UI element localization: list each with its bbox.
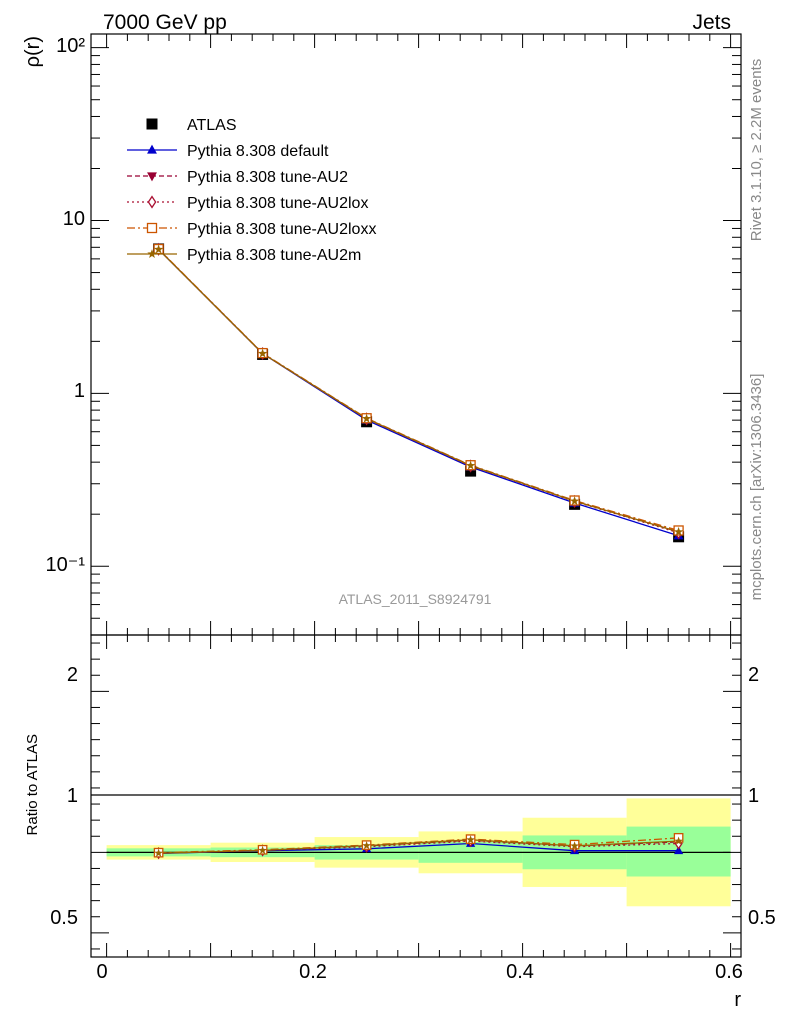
ratio-ylabel: Ratio to ATLAS <box>24 734 41 835</box>
ratio-line-au2m <box>158 839 679 854</box>
x-tick-label: 0.6 <box>715 961 743 983</box>
x-tick-label: 0.4 <box>506 961 534 983</box>
x-tick-labels: 0 0.2 0.4 0.6 <box>96 961 742 983</box>
right-title: Jets <box>692 11 731 34</box>
ratio-y-tick-label-right: 0.5 <box>748 907 776 929</box>
legend: ATLAS Pythia 8.308 default Pythia 8.308 … <box>127 117 376 264</box>
main-point-au2m <box>257 348 268 358</box>
ratio-panel-frame <box>90 634 742 958</box>
analysis-label: ATLAS_2011_S8924791 <box>339 591 492 607</box>
ratio-point-au2m <box>362 841 371 850</box>
ratio-y-tick-label-right: 1 <box>748 785 759 807</box>
main-point-au2m <box>673 526 684 536</box>
legend-label-atlas: ATLAS <box>187 117 237 134</box>
ratio-series-lines <box>158 837 679 855</box>
x-axis-title: r <box>734 989 741 1011</box>
main-line-au2 <box>158 248 679 533</box>
main-line-au2loxx <box>158 248 679 532</box>
x-tick-label: 0 <box>96 961 107 983</box>
main-series-lines <box>158 248 679 537</box>
main-point-au2m <box>465 460 476 470</box>
main-point-au2m <box>361 413 372 423</box>
ratio-y-ticks <box>91 642 741 950</box>
ratio-point-au2m <box>570 841 579 850</box>
main-line-au2lox <box>158 248 679 534</box>
ratio-point-au2m <box>466 835 475 844</box>
legend-label-au2m: Pythia 8.308 tune-AU2m <box>187 247 361 264</box>
main-y-tick-label: 10 <box>63 208 85 230</box>
legend-label-au2lox: Pythia 8.308 tune-AU2lox <box>187 195 368 212</box>
ratio-y-tick-label: 2 <box>67 664 78 686</box>
left-title: 7000 GeV pp <box>103 11 227 34</box>
legend-marker-au2loxx <box>146 222 158 234</box>
main-y-ticks <box>91 47 741 636</box>
main-y-tick-label: 10⁻¹ <box>46 554 86 576</box>
main-point-au2m <box>153 244 164 254</box>
ratio-point-au2m <box>154 848 163 857</box>
ratio-y-tick-label: 0.5 <box>50 907 78 929</box>
main-line-au2m <box>158 249 679 533</box>
ratio-y-tick-label: 1 <box>67 785 78 807</box>
legend-label-default: Pythia 8.308 default <box>187 143 329 160</box>
ratio-y-tick-label-right: 2 <box>748 664 759 686</box>
main-ylabel: ρ(r) <box>22 36 44 67</box>
main-line-default <box>158 249 679 537</box>
ratio-point-au2m <box>258 845 267 855</box>
legend-label-au2loxx: Pythia 8.308 tune-AU2loxx <box>187 221 376 238</box>
main-y-tick-label: 10² <box>56 35 85 57</box>
x-ticks <box>106 34 732 957</box>
rivet-label: Rivet 3.1.10, ≥ 2.2M events <box>748 59 765 242</box>
main-y-tick-labels: 10⁻¹ 1 10 10² <box>46 35 86 576</box>
ratio-point-default <box>673 845 684 855</box>
legend-marker-default <box>147 144 157 154</box>
ratio-y-tick-labels: 0.5 1 2 0.5 1 2 <box>50 664 776 929</box>
main-y-tick-label: 1 <box>74 380 85 402</box>
ratio-point-au2m <box>674 836 683 845</box>
legend-marker-au2lox <box>147 195 157 209</box>
legend-marker-au2m <box>147 249 157 258</box>
legend-marker-atlas <box>146 118 158 130</box>
main-point-au2m <box>569 496 580 506</box>
ratio-series-markers <box>153 833 684 860</box>
main-series-markers <box>153 242 685 543</box>
legend-marker-au2 <box>147 172 157 182</box>
x-tick-label: 0.2 <box>299 961 327 983</box>
source-label: mcplots.cern.ch [arXiv:1306.3436] <box>748 374 765 601</box>
legend-label-au2: Pythia 8.308 tune-AU2 <box>187 169 348 186</box>
